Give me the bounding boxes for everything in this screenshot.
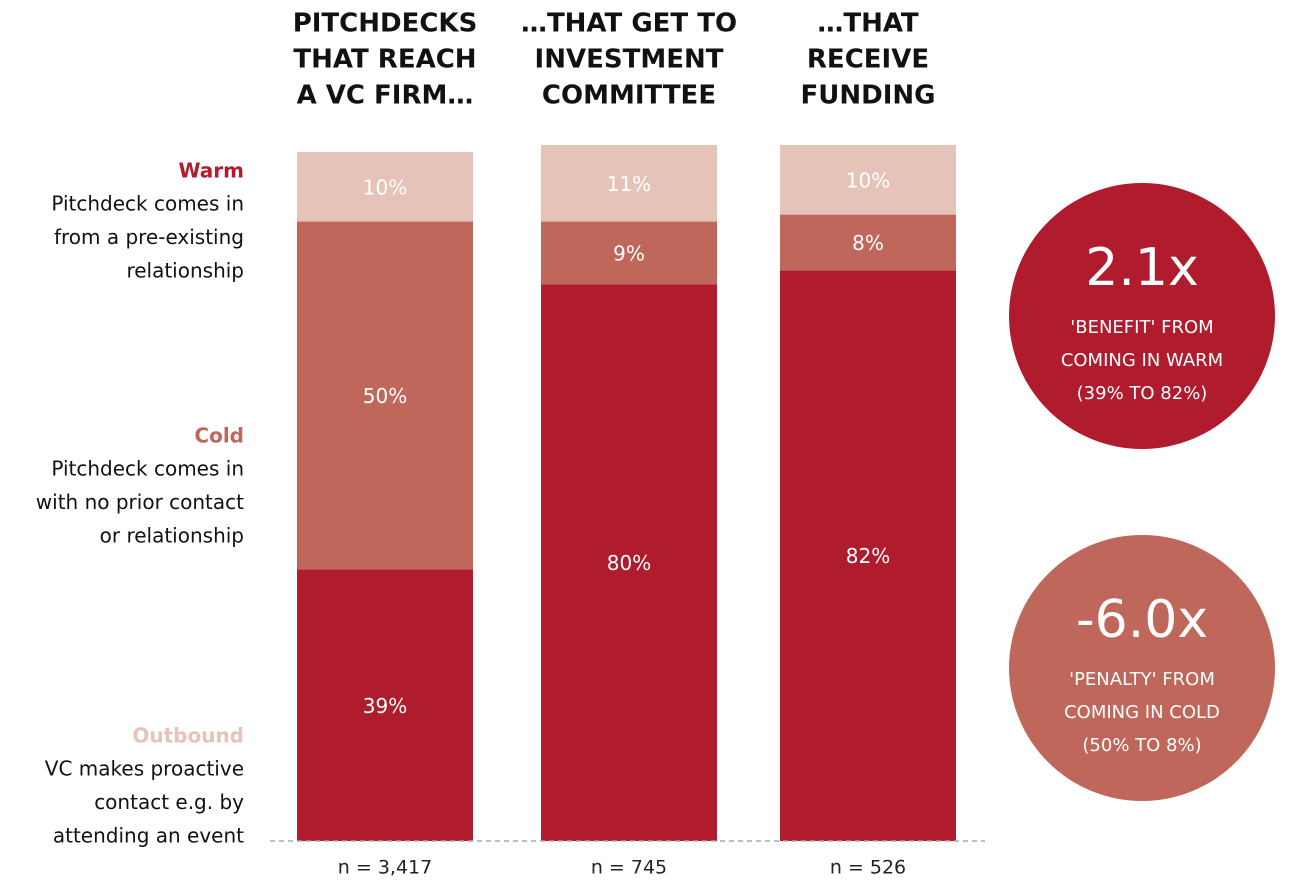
legend-description: Pitchdeck comes in	[51, 457, 244, 481]
annotation-text: (39% TO 82%)	[1077, 383, 1208, 404]
column-header: COMMITTEE	[542, 81, 716, 111]
annotation-text: COMING IN WARM	[1061, 350, 1223, 371]
annotation-text: 'PENALTY' FROM	[1069, 669, 1215, 690]
annotation-circle	[1009, 535, 1275, 801]
n-label: n = 3,417	[338, 857, 432, 879]
annotation-headline: 2.1x	[1085, 238, 1198, 298]
column-header: PITCHDECKS	[293, 9, 478, 39]
legend-description: attending an event	[53, 824, 244, 848]
legend-description: or relationship	[100, 524, 244, 548]
annotation-text: (50% TO 8%)	[1082, 735, 1201, 756]
bar-segment	[297, 151, 473, 222]
column-header: A VC FIRM…	[297, 81, 474, 111]
n-label: n = 745	[591, 857, 667, 879]
legend-description: contact e.g. by	[94, 790, 244, 814]
bar-segment	[541, 145, 717, 222]
legend-description: VC makes proactive	[45, 757, 244, 781]
value-label: 10%	[846, 168, 890, 192]
bar-segment	[780, 214, 956, 271]
n-label: n = 526	[830, 857, 906, 879]
column-header: …THAT	[817, 9, 919, 39]
annotation-text: COMING IN COLD	[1064, 702, 1220, 723]
legend-description: Pitchdeck comes in	[51, 192, 244, 216]
column-header: THAT REACH	[293, 45, 476, 75]
annotation-text: 'BENEFIT' FROM	[1070, 317, 1213, 338]
value-label: 11%	[607, 172, 651, 196]
legend-description: from a pre-existing	[54, 225, 244, 249]
bar-segment	[780, 145, 956, 215]
value-label: 10%	[363, 175, 407, 199]
legend-title: Outbound	[132, 724, 244, 748]
legend-title: Cold	[194, 424, 244, 448]
legend-description: with no prior contact	[36, 490, 244, 514]
value-label: 80%	[607, 551, 651, 575]
value-label: 50%	[363, 384, 407, 408]
value-label: 39%	[363, 694, 407, 718]
bar-segment	[297, 221, 473, 570]
column-header: FUNDING	[801, 81, 936, 111]
legend-description: relationship	[126, 259, 244, 283]
column-header: RECEIVE	[807, 45, 929, 75]
bar-segment	[541, 221, 717, 285]
annotation-circle	[1009, 183, 1275, 449]
annotation-headline: -6.0x	[1076, 590, 1208, 650]
column-header: INVESTMENT	[535, 45, 724, 75]
value-label: 82%	[846, 544, 890, 568]
bar-segment	[297, 569, 473, 841]
legend-title: Warm	[178, 159, 244, 183]
value-label: 9%	[613, 241, 645, 265]
bar-segment	[780, 270, 956, 841]
bar-segment	[541, 284, 717, 841]
value-label: 8%	[852, 231, 884, 255]
column-header: …THAT GET TO	[521, 9, 737, 39]
